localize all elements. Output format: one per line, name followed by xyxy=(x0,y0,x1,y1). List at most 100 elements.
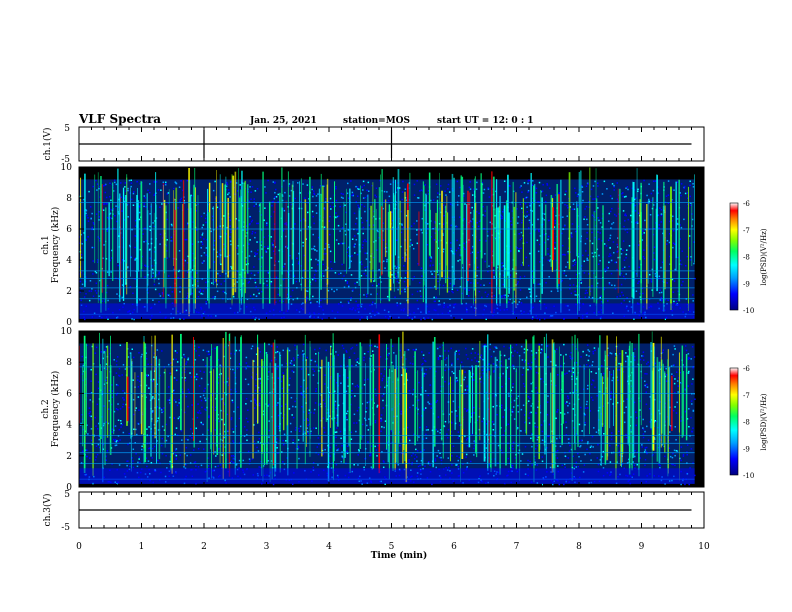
spectrogram-speckle xyxy=(104,203,106,205)
spectrogram-speckle xyxy=(120,422,122,425)
spectrogram-speckle xyxy=(281,364,283,366)
figure-title: VLF Spectra xyxy=(78,112,161,126)
spectrogram-speckle xyxy=(512,441,515,444)
spectrogram-speckle xyxy=(117,264,119,267)
spectrogram-speckle xyxy=(99,279,101,282)
spectrogram-speckle xyxy=(483,188,486,191)
spectrogram-speckle xyxy=(649,213,652,216)
spectrogram-speckle xyxy=(411,278,414,281)
spectrogram-speckle xyxy=(425,193,427,196)
spectrogram-speckle xyxy=(106,271,109,273)
spectrogram-speckle xyxy=(309,283,312,286)
spectrogram-speckle xyxy=(580,265,583,267)
spectrogram-speckle xyxy=(157,189,160,191)
spectrogram-speckle xyxy=(351,194,353,197)
spectrogram-speckle xyxy=(639,400,641,403)
spectrogram-speckle xyxy=(673,243,676,246)
spectrogram-speckle xyxy=(150,461,153,464)
spectrogram-speckle xyxy=(214,198,217,200)
spectrogram-speckle xyxy=(159,243,161,245)
spectrogram-speckle xyxy=(584,296,587,299)
spectrogram-speckle xyxy=(572,392,574,394)
spectrogram-speckle xyxy=(530,382,532,385)
spectrogram-speckle xyxy=(192,432,194,435)
spectrogram-speckle xyxy=(675,371,678,373)
spectrogram-speckle xyxy=(420,267,423,269)
spectrogram-speckle xyxy=(132,398,135,401)
spectrogram-speckle xyxy=(394,273,397,275)
ch1-voltage-ylabel: ch.1(V) xyxy=(42,128,53,161)
spectrogram-speckle xyxy=(145,206,147,208)
spectrogram-speckle xyxy=(364,239,366,241)
spectrogram-speckle xyxy=(531,354,533,356)
spectrogram-speckle xyxy=(529,291,531,294)
spectrogram-speckle xyxy=(377,230,379,233)
spectrogram-speckle xyxy=(620,302,623,305)
spectrogram-speckle xyxy=(151,457,153,459)
spectrogram-speckle xyxy=(422,357,425,360)
spectrogram-speckle xyxy=(689,467,691,469)
spectrogram-speckle xyxy=(507,457,510,460)
spectrogram-speckle xyxy=(456,464,458,466)
spectrogram-speckle xyxy=(495,346,497,348)
spectrogram-speckle xyxy=(294,344,296,347)
spectrogram-speckle xyxy=(651,207,654,210)
spectrogram-speckle xyxy=(207,429,209,431)
spectrogram-speckle xyxy=(296,182,299,184)
spectrogram-speckle xyxy=(686,451,688,453)
spectrogram-speckle xyxy=(476,221,478,224)
spectrogram-speckle xyxy=(594,251,596,254)
spectrogram-speckle xyxy=(598,429,600,431)
spectrogram-speckle xyxy=(306,427,308,429)
spectrogram-speckle xyxy=(457,260,459,262)
spectrogram-speckle xyxy=(586,224,589,226)
spectrogram-speckle xyxy=(120,182,122,184)
spectrogram-speckle xyxy=(387,354,389,357)
spectrogram-speckle xyxy=(122,390,124,392)
spectrogram-speckle xyxy=(519,278,521,280)
spectrogram-speckle xyxy=(473,441,476,443)
spectrogram-speckle xyxy=(457,247,460,249)
spectrogram-speckle xyxy=(571,223,574,225)
spectrogram-speckle xyxy=(383,461,385,463)
spectrogram-speckle xyxy=(134,225,137,227)
spectrogram-speckle xyxy=(536,426,539,428)
spectrogram-speckle xyxy=(104,349,107,351)
spectrogram-speckle xyxy=(521,359,524,361)
spectrogram-speckle xyxy=(91,288,93,290)
spectrogram-speckle xyxy=(317,259,319,262)
spectrogram-speckle xyxy=(300,229,302,232)
spectrogram-speckle xyxy=(254,231,257,234)
spectrogram-speckle xyxy=(142,443,145,445)
spectrogram-speckle xyxy=(295,348,297,351)
spectrogram-speckle xyxy=(330,353,332,355)
spectrogram-speckle xyxy=(165,439,168,442)
spectrogram-speckle xyxy=(356,186,359,188)
spectrogram-speckle xyxy=(265,251,268,253)
spectrogram-speckle xyxy=(664,298,667,301)
spectrogram-speckle xyxy=(609,210,612,213)
spectrogram-speckle xyxy=(368,418,370,420)
spectrogram-speckle xyxy=(310,432,312,435)
spectrogram-speckle xyxy=(648,298,651,301)
spectrogram-speckle xyxy=(121,210,123,212)
spectrogram-speckle xyxy=(81,283,84,286)
spectrogram-speckle xyxy=(302,350,304,352)
spectrogram-speckle xyxy=(639,292,641,295)
spectrogram-speckle xyxy=(162,181,165,184)
spectrogram-speckle xyxy=(589,195,592,198)
spectrogram-speckle xyxy=(464,288,466,290)
spectrogram-speckle xyxy=(218,237,221,240)
spectrogram-speckle xyxy=(259,389,261,392)
spectrogram-speckle xyxy=(200,255,203,257)
spectrogram-speckle xyxy=(88,290,91,292)
spectrogram-speckle xyxy=(573,465,576,467)
spectrogram-speckle xyxy=(150,363,153,366)
spectrogram-speckle xyxy=(442,204,445,207)
spectrogram-speckle xyxy=(577,193,580,196)
spectrogram-speckle xyxy=(300,385,302,388)
spectrogram-speckle xyxy=(275,441,278,444)
spectrogram-speckle xyxy=(329,197,332,200)
spectrogram-speckle xyxy=(660,214,663,217)
spectrogram-speckle xyxy=(437,357,440,359)
